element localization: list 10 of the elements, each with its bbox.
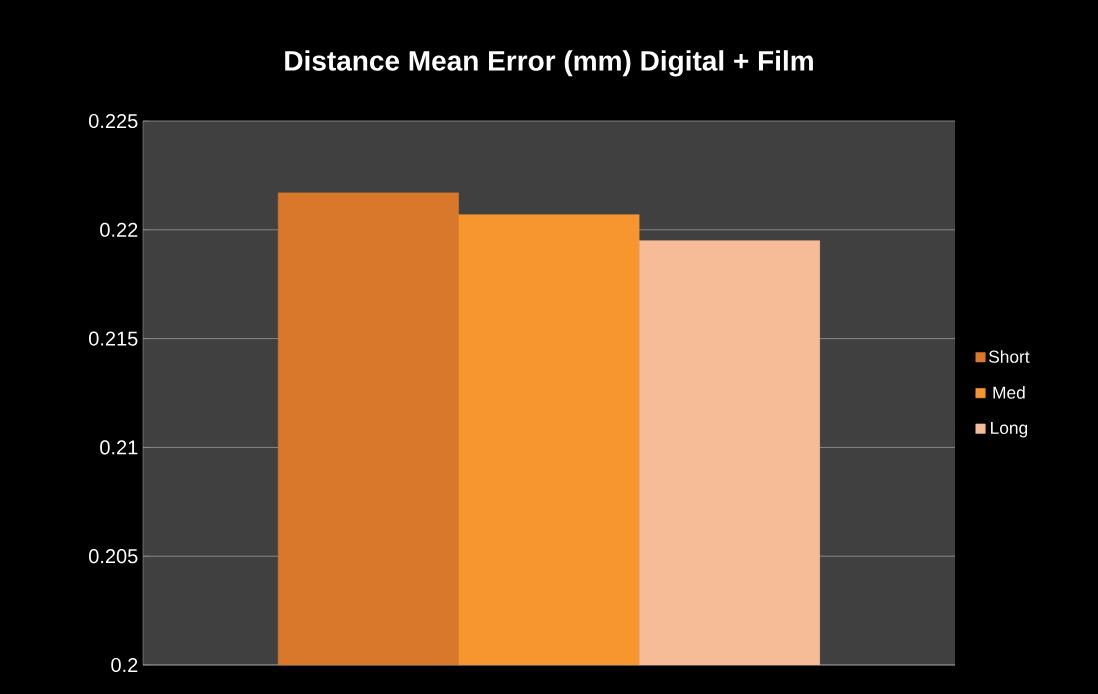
legend-label: Short bbox=[989, 350, 1030, 363]
y-tick-label: 0.205 bbox=[89, 549, 138, 564]
y-tick-label: 0.215 bbox=[89, 331, 138, 346]
y-tick-label: 0.2 bbox=[111, 657, 138, 673]
y-tick-label: 0.225 bbox=[89, 113, 138, 129]
y-tick-label: 0.22 bbox=[100, 222, 138, 237]
legend-label: Med bbox=[993, 386, 1025, 399]
chart-title: Distance Mean Error (mm) Digital + Film bbox=[285, 50, 813, 77]
legend-label: Long bbox=[991, 421, 1028, 438]
y-tick-label: 0.21 bbox=[100, 440, 138, 455]
